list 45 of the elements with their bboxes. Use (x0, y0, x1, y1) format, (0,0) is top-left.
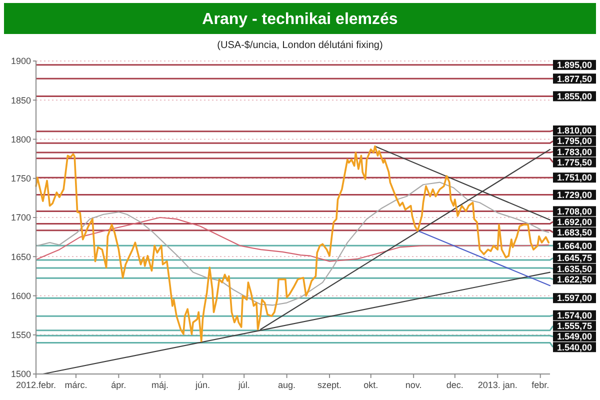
ref-line-label: 1.810,00 (556, 126, 592, 136)
ref-line-label: 1.683,50 (556, 228, 592, 238)
x-tick-label: ápr. (111, 380, 126, 390)
ref-line-label: 1.783,00 (556, 146, 592, 157)
x-tick-label: nov. (405, 380, 422, 390)
ref-line-label: 1.664,00 (556, 240, 592, 251)
ref-line-label: 1.775,50 (556, 157, 592, 168)
x-tick-label: dec. (446, 380, 464, 390)
ref-line-label: 1.555,75 (556, 321, 592, 332)
ref-line-label: 1.795,00 (556, 136, 592, 146)
x-tick-label: máj. (152, 380, 169, 390)
y-tick-label: 1650 (10, 252, 31, 262)
ref-line-label: 1.877,50 (556, 74, 592, 84)
y-tick-label: 1800 (10, 134, 31, 144)
x-tick-label: 2012.febr. (16, 380, 56, 390)
ref-line-label: 1.635,50 (556, 264, 592, 274)
ref-line-label: 1.597,00 (556, 293, 592, 304)
x-tick-label: márc. (64, 380, 88, 390)
ref-line-label: 1.622,50 (556, 274, 592, 284)
ref-line-label: 1.574,00 (556, 310, 592, 320)
ref-line-label: 1.549,00 (556, 332, 592, 342)
ref-line-label: 1.540,00 (556, 342, 592, 352)
y-tick-label: 1850 (10, 95, 31, 106)
y-tick-label: 1500 (10, 369, 31, 380)
y-tick-label: 1600 (10, 290, 31, 301)
x-tick-label: aug. (278, 380, 296, 390)
ref-line-label: 1.895,00 (556, 60, 592, 70)
x-tick-label: febr. (532, 380, 550, 390)
ref-line-label: 1.708,00 (556, 206, 592, 216)
ref-line-label: 1.729,00 (556, 190, 592, 200)
y-tick-label: 1900 (10, 56, 31, 66)
x-tick-label: 2013. jan. (478, 380, 518, 390)
ref-line-label: 1.751,00 (556, 172, 592, 183)
y-tick-label: 1550 (10, 330, 31, 340)
x-tick-label: okt. (364, 380, 378, 390)
chart-subtitle: (USA-$/uncia, London délutáni fixing) (217, 40, 383, 51)
ref-line-label: 1.692,00 (556, 216, 592, 227)
ref-line-label: 1.855,00 (556, 91, 592, 102)
ref-line-label: 1.645,75 (556, 253, 592, 264)
x-tick-label: szept. (318, 380, 342, 390)
x-tick-label: jún. (194, 380, 210, 390)
x-tick-label: júl. (237, 380, 250, 390)
y-tick-label: 1700 (10, 212, 31, 223)
y-tick-label: 1750 (10, 174, 31, 184)
chart-title: Arany - technikai elemzés (202, 11, 398, 28)
